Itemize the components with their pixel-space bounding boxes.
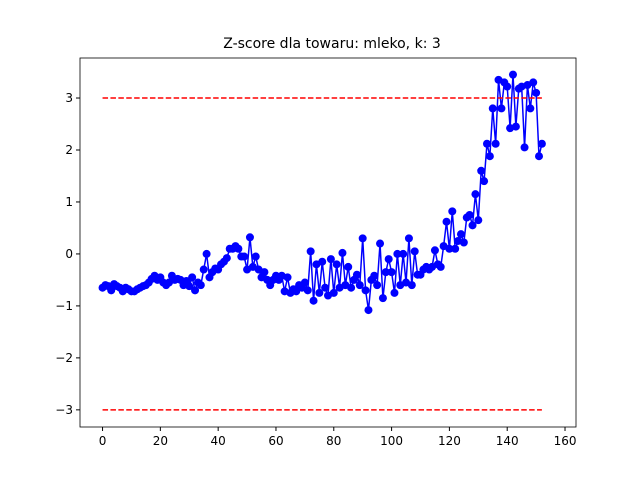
point	[390, 288, 399, 297]
point	[199, 265, 208, 274]
point	[474, 216, 483, 225]
point	[355, 281, 364, 290]
point	[410, 247, 419, 256]
point	[451, 244, 460, 253]
point	[222, 254, 231, 263]
point	[306, 247, 315, 256]
x-tick-label: 160	[554, 434, 577, 448]
point	[471, 190, 480, 199]
point	[188, 273, 197, 282]
point	[358, 234, 367, 243]
point	[459, 238, 468, 247]
point	[482, 139, 491, 148]
point	[436, 262, 445, 271]
point	[245, 233, 254, 242]
point	[309, 296, 318, 305]
x-tick-label: 40	[211, 434, 226, 448]
plot-frame	[79, 57, 577, 428]
point	[381, 268, 390, 277]
point	[468, 221, 477, 230]
y-tick-label: −2	[55, 351, 73, 365]
x-tick-label: 20	[153, 434, 168, 448]
point	[260, 268, 269, 277]
point	[361, 286, 370, 295]
point	[404, 234, 413, 243]
point	[315, 288, 324, 297]
point	[376, 239, 385, 248]
point	[520, 143, 529, 152]
point	[300, 278, 309, 287]
y-tick-label: 3	[65, 91, 73, 105]
point	[196, 281, 205, 290]
x-tick-label: 120	[438, 434, 461, 448]
point	[488, 104, 497, 113]
point	[477, 166, 486, 175]
y-tick-label: −1	[55, 299, 73, 313]
chart-title: Z-score dla towaru: mleko, k: 3	[223, 36, 441, 52]
point	[503, 82, 512, 91]
point	[240, 252, 249, 261]
point	[364, 306, 373, 315]
point	[442, 217, 451, 226]
point	[465, 210, 474, 219]
point	[480, 177, 489, 186]
point	[485, 152, 494, 161]
y-tick-label: 0	[65, 247, 73, 261]
point	[347, 283, 356, 292]
x-tick-label: 80	[326, 434, 341, 448]
point	[185, 282, 194, 291]
point	[497, 104, 506, 113]
y-tick-label: 2	[65, 143, 73, 157]
point	[399, 249, 408, 258]
point	[491, 139, 500, 148]
point	[407, 281, 416, 290]
point	[344, 262, 353, 271]
point	[191, 286, 200, 295]
point	[326, 255, 335, 264]
point	[303, 286, 312, 295]
point	[393, 249, 402, 258]
point	[445, 244, 454, 253]
point	[370, 271, 379, 280]
x-tick-label: 60	[268, 434, 283, 448]
point	[318, 257, 327, 266]
point	[373, 281, 382, 290]
point	[329, 288, 338, 297]
point	[430, 246, 439, 255]
point	[251, 252, 260, 261]
x-tick-label: 0	[99, 434, 107, 448]
point	[537, 139, 546, 148]
point	[526, 104, 535, 113]
point	[387, 268, 396, 277]
point	[338, 248, 347, 257]
point	[283, 273, 292, 282]
point	[532, 88, 541, 97]
point	[384, 255, 393, 264]
point	[508, 70, 517, 79]
point	[529, 78, 538, 87]
y-tick-label: −3	[55, 403, 73, 417]
point	[448, 207, 457, 216]
point	[107, 286, 116, 295]
point	[456, 230, 465, 239]
point	[292, 287, 301, 296]
point	[378, 294, 387, 303]
point	[234, 244, 243, 253]
point	[511, 122, 520, 131]
y-tick-label: 1	[65, 195, 73, 209]
point	[535, 152, 544, 161]
point	[332, 260, 341, 269]
x-tick-label: 100	[380, 434, 403, 448]
point	[321, 283, 330, 292]
x-tick-label: 140	[496, 434, 519, 448]
point	[202, 249, 211, 258]
point	[352, 270, 361, 279]
